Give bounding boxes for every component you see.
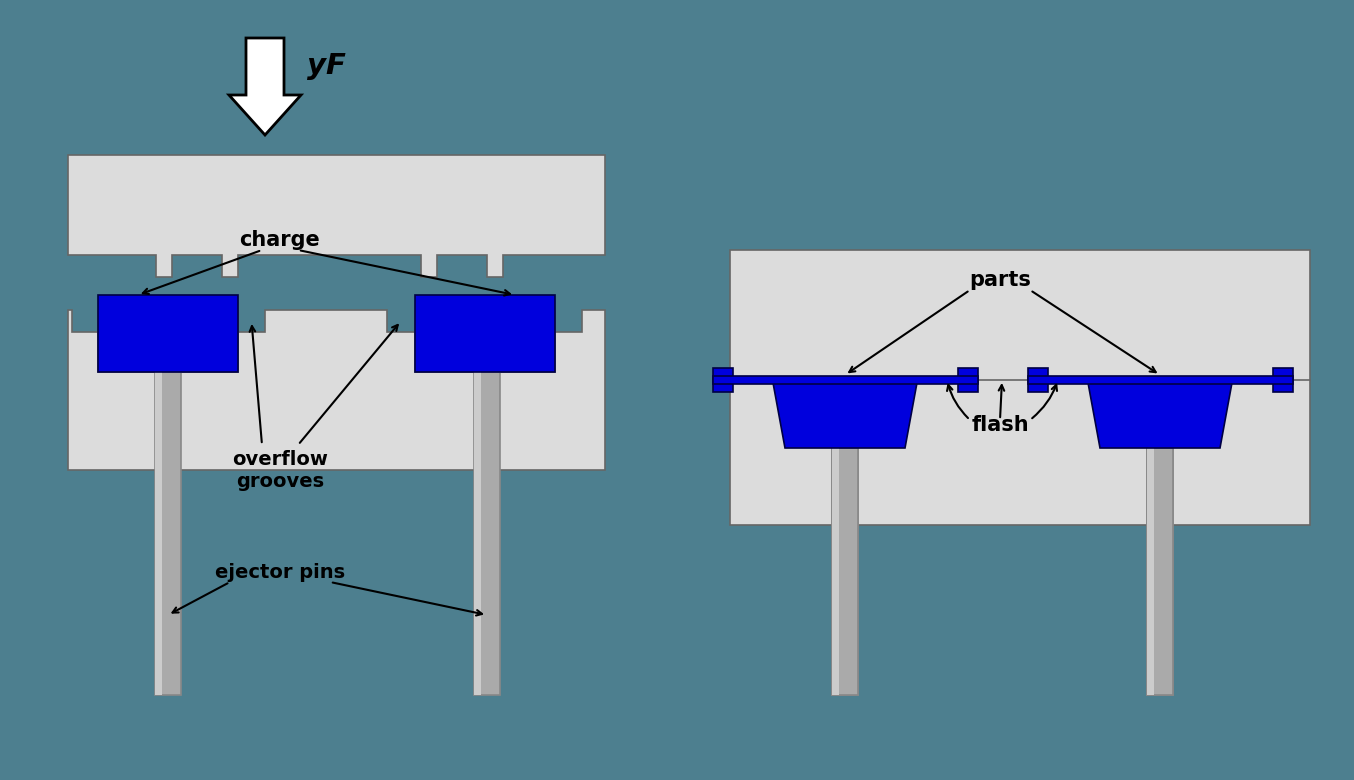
Polygon shape bbox=[831, 448, 838, 695]
Polygon shape bbox=[831, 448, 858, 695]
Bar bbox=[1147, 448, 1173, 525]
Polygon shape bbox=[229, 38, 301, 135]
Polygon shape bbox=[1147, 448, 1173, 695]
Polygon shape bbox=[474, 372, 481, 695]
Polygon shape bbox=[154, 372, 181, 695]
Text: yF: yF bbox=[307, 52, 345, 80]
Polygon shape bbox=[773, 380, 918, 448]
Polygon shape bbox=[831, 448, 838, 695]
Text: parts: parts bbox=[969, 270, 1030, 290]
Bar bbox=[712, 376, 978, 384]
Polygon shape bbox=[831, 448, 858, 695]
Polygon shape bbox=[68, 310, 605, 470]
Bar bbox=[97, 295, 238, 372]
Polygon shape bbox=[474, 372, 500, 695]
Polygon shape bbox=[1087, 380, 1232, 448]
Text: overflow
grooves: overflow grooves bbox=[232, 450, 328, 491]
Text: charge: charge bbox=[240, 230, 321, 250]
Bar bbox=[730, 250, 1311, 525]
Polygon shape bbox=[1147, 448, 1154, 695]
Text: flash: flash bbox=[971, 415, 1029, 435]
Polygon shape bbox=[68, 155, 605, 277]
Bar bbox=[1028, 368, 1048, 392]
Bar bbox=[957, 368, 978, 392]
Polygon shape bbox=[154, 372, 161, 695]
Bar bbox=[831, 448, 858, 525]
Bar bbox=[712, 368, 733, 392]
Bar bbox=[1028, 376, 1293, 384]
Bar bbox=[414, 295, 555, 372]
Polygon shape bbox=[1147, 448, 1154, 695]
Bar bbox=[1273, 368, 1293, 392]
Polygon shape bbox=[1147, 448, 1173, 695]
Text: ejector pins: ejector pins bbox=[215, 563, 345, 582]
